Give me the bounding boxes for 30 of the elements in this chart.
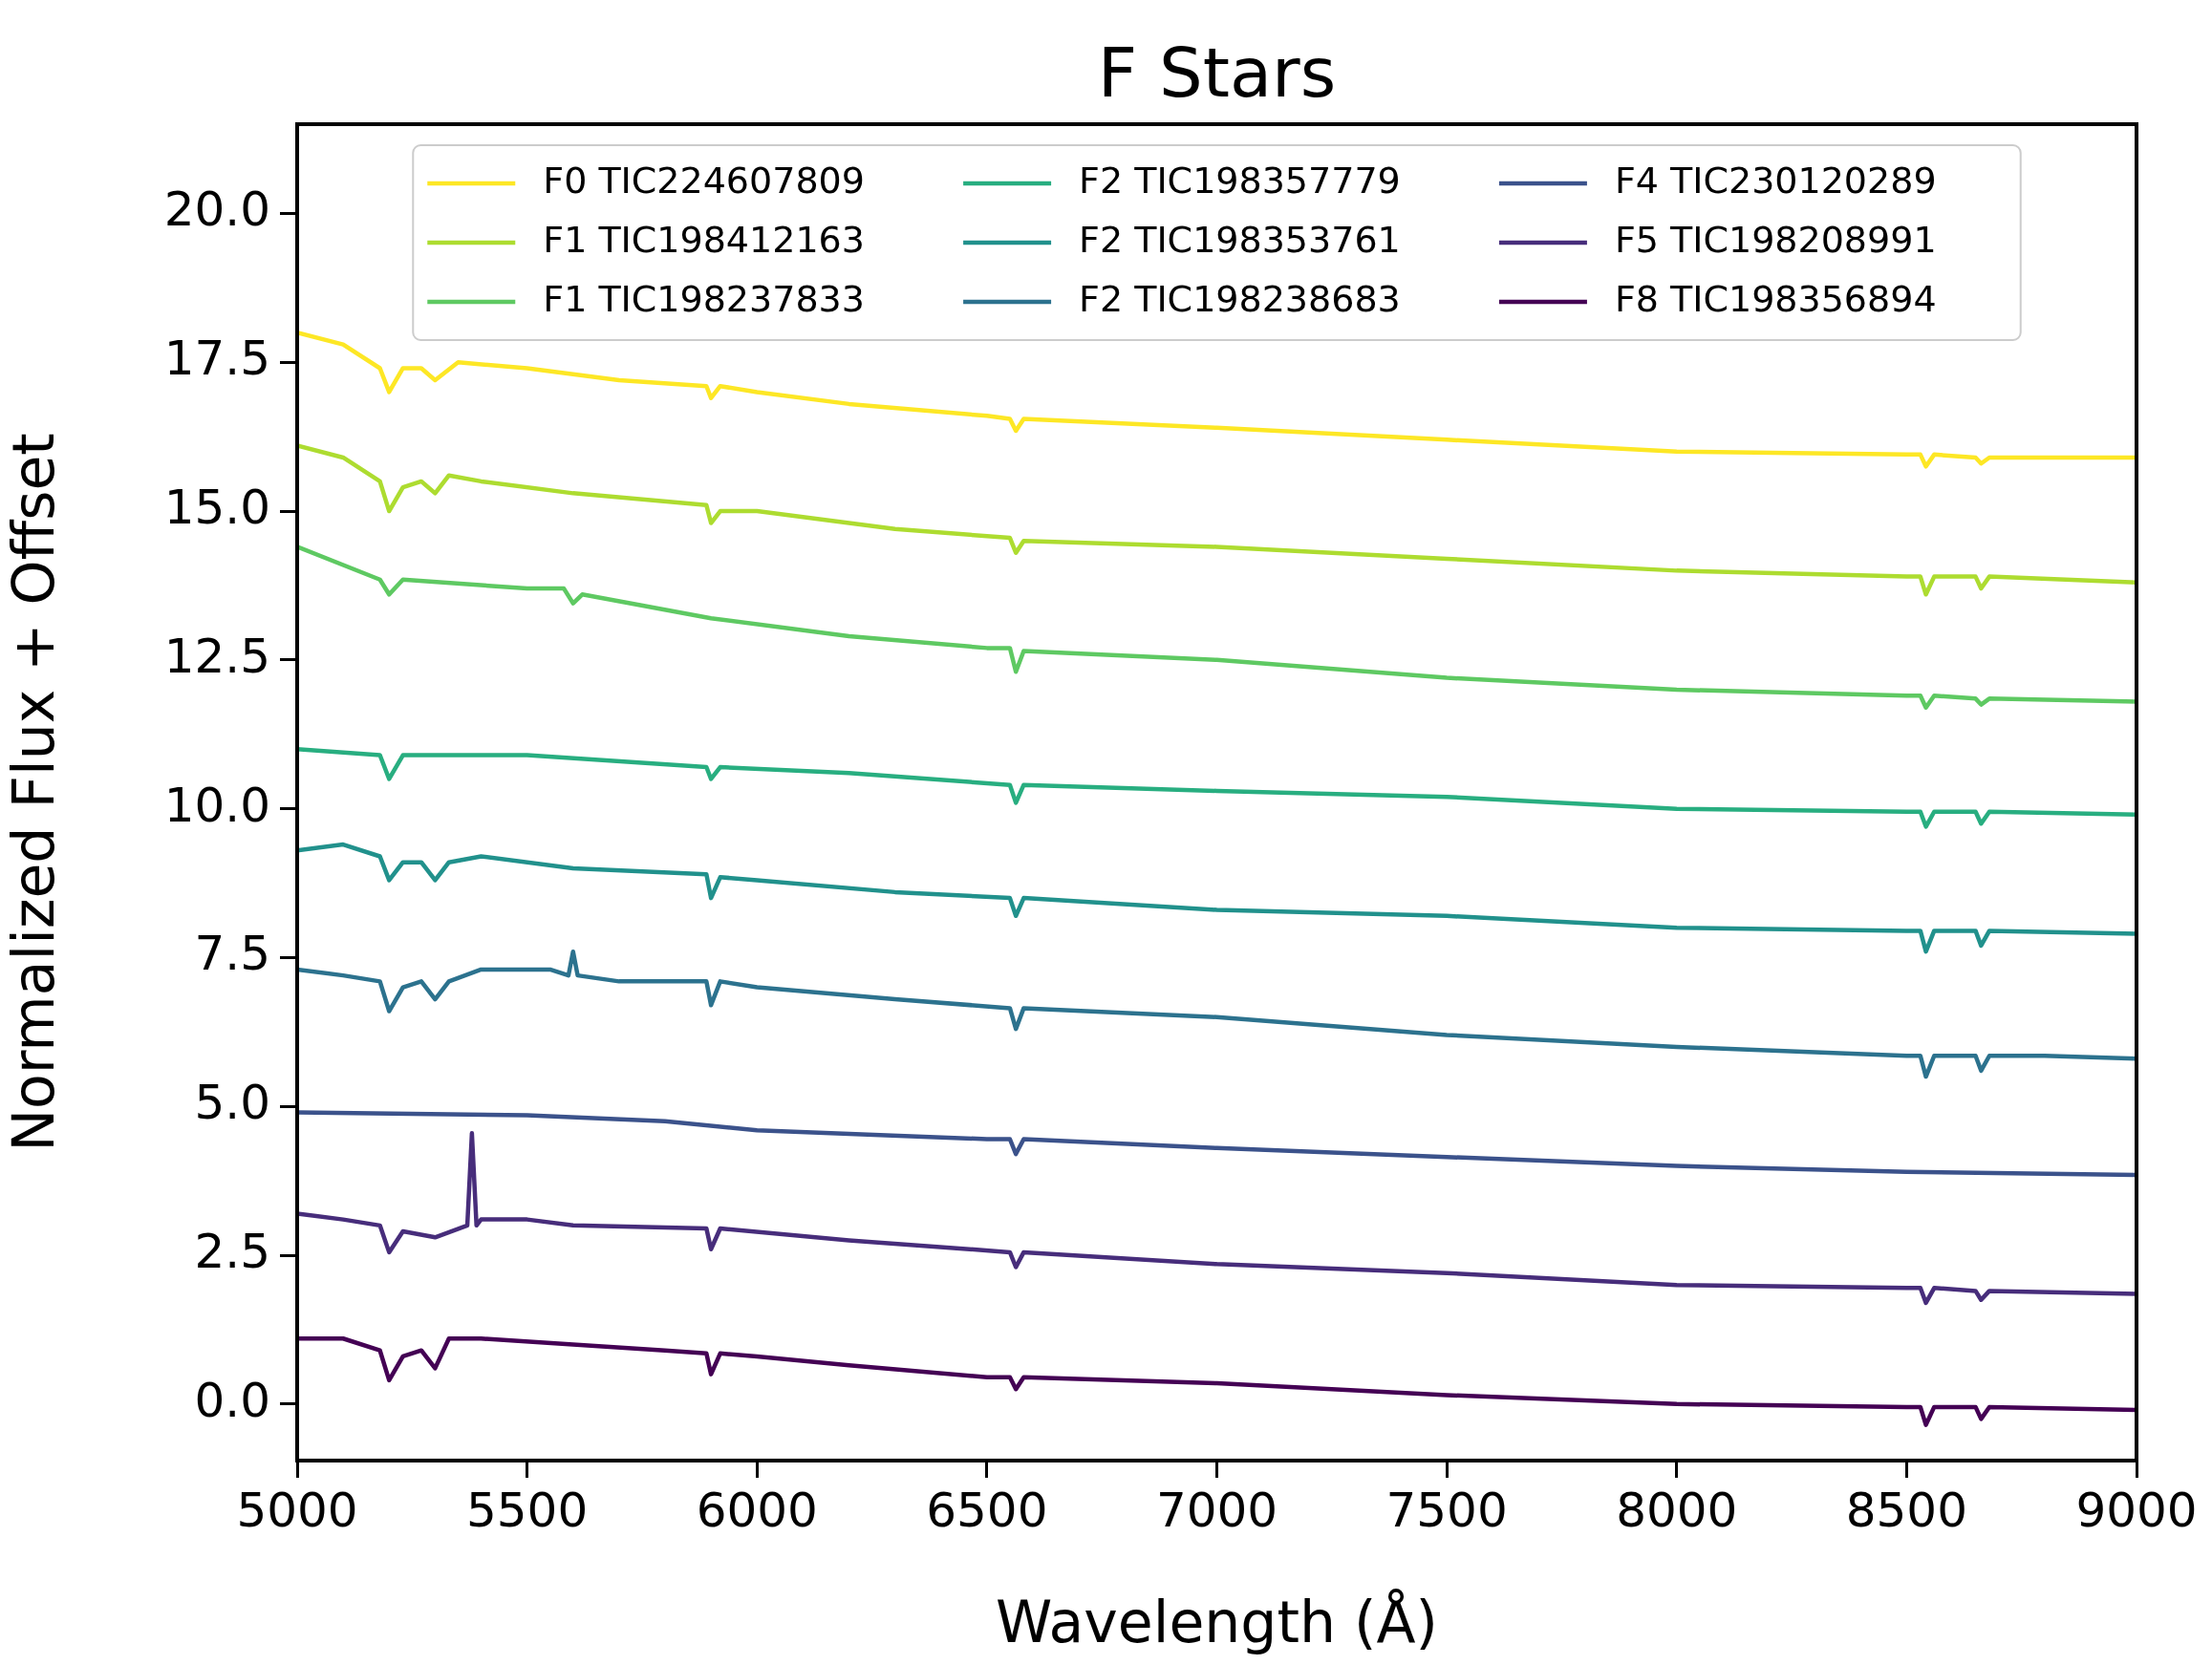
- y-tick-label: 2.5: [194, 1223, 270, 1279]
- y-tick-label: 0.0: [194, 1372, 270, 1428]
- x-tick-label: 5000: [236, 1482, 358, 1538]
- y-axis-title: Normalized Flux + Offset: [0, 433, 67, 1152]
- legend-label: F2 TIC198238683: [1079, 277, 1401, 320]
- legend-label: F5 TIC198208991: [1614, 218, 1937, 261]
- chart-title: F Stars: [1097, 32, 1337, 113]
- legend-label: F1 TIC198237833: [543, 277, 865, 320]
- y-tick-label: 12.5: [163, 628, 270, 684]
- legend-label: F0 TIC224607809: [543, 159, 865, 202]
- x-tick-label: 7500: [1385, 1482, 1508, 1538]
- x-tick-label: 8000: [1616, 1482, 1738, 1538]
- y-tick-label: 15.0: [163, 480, 270, 536]
- y-tick-label: 17.5: [163, 331, 270, 387]
- x-axis-title: Wavelength (Å): [996, 1588, 1438, 1655]
- y-tick-label: 20.0: [163, 181, 270, 238]
- y-tick-label: 5.0: [194, 1075, 270, 1131]
- y-tick-label: 10.0: [163, 777, 270, 833]
- x-tick-label: 9000: [2075, 1482, 2198, 1538]
- legend-label: F4 TIC230120289: [1614, 159, 1937, 202]
- legend-label: F2 TIC198357779: [1079, 159, 1401, 202]
- x-tick-label: 7000: [1155, 1482, 1278, 1538]
- legend-label: F2 TIC198353761: [1079, 218, 1401, 261]
- x-tick-label: 5500: [466, 1482, 589, 1538]
- x-tick-label: 8500: [1845, 1482, 1967, 1538]
- x-tick-label: 6000: [696, 1482, 818, 1538]
- legend-label: F8 TIC198356894: [1614, 277, 1937, 320]
- y-tick-label: 7.5: [194, 926, 270, 982]
- legend-label: F1 TIC198412163: [543, 218, 865, 261]
- x-tick-label: 6500: [926, 1482, 1048, 1538]
